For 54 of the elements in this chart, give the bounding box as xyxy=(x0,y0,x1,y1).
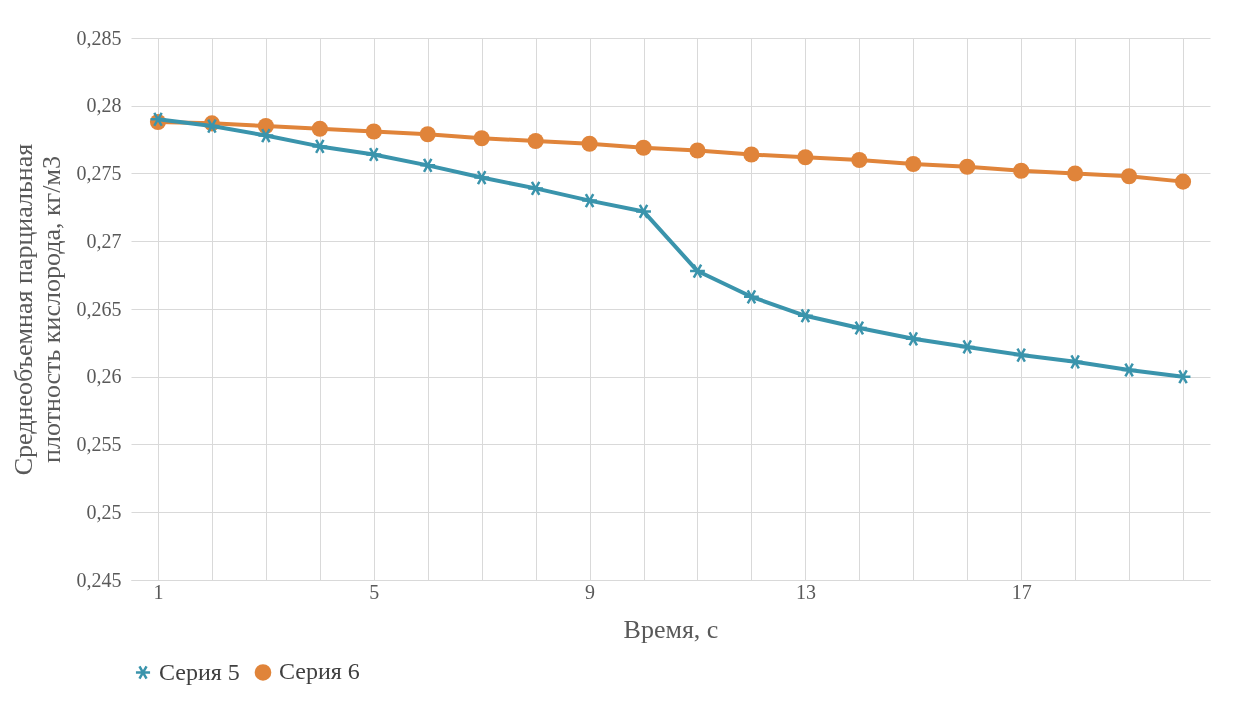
point xyxy=(1120,362,1138,378)
x-tick-label: 13 xyxy=(795,580,816,603)
point xyxy=(580,192,599,209)
y-tick-label: 0,285 xyxy=(76,26,122,49)
x-axis-title: Время, с xyxy=(623,614,719,644)
point xyxy=(1012,347,1030,363)
y-tick-label: 0,28 xyxy=(86,94,122,117)
point xyxy=(419,157,437,174)
point xyxy=(1066,354,1084,370)
y-tick-label: 0,25 xyxy=(86,500,122,523)
point xyxy=(635,139,652,156)
point xyxy=(311,138,329,155)
point xyxy=(904,331,922,347)
legend-label: Серия 5 xyxy=(159,658,240,685)
point xyxy=(743,146,760,163)
point xyxy=(796,308,815,324)
point xyxy=(688,263,707,279)
point xyxy=(1067,165,1084,182)
point xyxy=(1121,168,1138,185)
point xyxy=(527,132,544,150)
point xyxy=(797,149,814,166)
point xyxy=(526,180,545,197)
point xyxy=(850,320,868,336)
y-axis-title: Среднеобъемная парциальная плотность кислорода, кг/м3 xyxy=(8,143,66,476)
point xyxy=(419,126,436,143)
point xyxy=(958,339,976,355)
point xyxy=(1013,162,1030,179)
point xyxy=(959,158,976,175)
point xyxy=(473,130,490,147)
point xyxy=(473,169,491,186)
y-tick-label: 0,245 xyxy=(76,568,122,591)
point xyxy=(365,146,383,163)
point xyxy=(149,111,167,127)
y-tick-label: 0,275 xyxy=(76,162,122,184)
point xyxy=(1174,369,1192,385)
point xyxy=(851,151,868,168)
point xyxy=(365,123,382,140)
point xyxy=(742,289,761,305)
y-tick-label: 0,26 xyxy=(86,365,122,388)
x-tick-label: 1 xyxy=(153,580,164,603)
point xyxy=(689,142,706,159)
point xyxy=(311,120,328,137)
legend-label: Серия 6 xyxy=(279,658,360,685)
point xyxy=(1174,173,1192,190)
point xyxy=(905,155,922,173)
x-tick-label: 5 xyxy=(369,580,380,603)
x-tick-label: 9 xyxy=(585,580,596,603)
x-tick-label: 17 xyxy=(1011,580,1032,603)
point xyxy=(581,135,598,152)
y-tick-label: 0,255 xyxy=(76,433,122,455)
point xyxy=(634,203,653,220)
point xyxy=(257,127,275,144)
y-tick-label: 0,265 xyxy=(76,297,122,320)
y-tick-label: 0,27 xyxy=(86,229,122,252)
